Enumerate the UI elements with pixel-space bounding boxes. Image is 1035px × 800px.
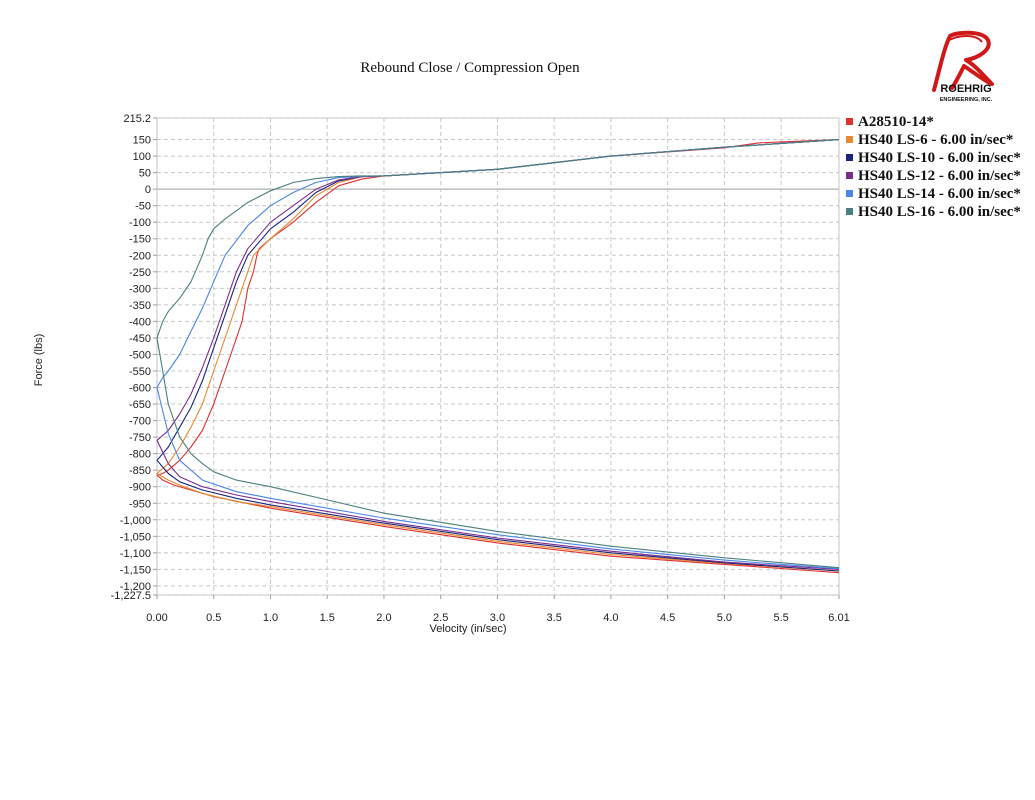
legend-item-3: HS40 LS-10 - 6.00 in/sec* bbox=[846, 149, 1031, 167]
y-tick-label: -100 bbox=[129, 217, 151, 229]
x-tick-label: 3.5 bbox=[547, 612, 562, 624]
legend-label: A28510-14* bbox=[858, 114, 934, 130]
legend-swatch bbox=[846, 190, 853, 197]
axis-labels: 215.2 150 100 50 0 -50 -100 -150 -200 -250 -300 -35… bbox=[33, 113, 850, 635]
legend-swatch bbox=[846, 118, 853, 125]
legend-item-2: HS40 LS-6 - 6.00 in/sec* bbox=[846, 131, 1031, 149]
roehrig-logo: ROEHRIG ENGINEERING, INC. bbox=[932, 30, 994, 103]
y-tick-label: -950 bbox=[129, 498, 151, 510]
legend-item-1: A28510-14* bbox=[846, 113, 1031, 131]
y-tick-label: -900 bbox=[129, 482, 151, 494]
legend-swatch bbox=[846, 154, 853, 161]
y-tick-label: -1,150 bbox=[120, 564, 151, 576]
x-tick-label: 0.00 bbox=[146, 612, 167, 624]
x-tick-label: 4.0 bbox=[603, 612, 618, 624]
legend-label: HS40 LS-12 - 6.00 in/sec* bbox=[858, 168, 1021, 184]
x-axis-label: Velocity (in/sec) bbox=[429, 623, 506, 635]
y-tick-label: -300 bbox=[129, 283, 151, 295]
y-tick-label: 100 bbox=[133, 151, 151, 163]
legend-label: HS40 LS-16 - 6.00 in/sec* bbox=[858, 204, 1021, 220]
y-tick-label: 150 bbox=[133, 135, 151, 147]
logo-sub: ENGINEERING, INC. bbox=[940, 97, 993, 103]
x-tick-label: 2.5 bbox=[433, 612, 448, 624]
y-tick-label: -350 bbox=[129, 300, 151, 312]
y-axis-label: Force (lbs) bbox=[33, 334, 45, 387]
y-tick-label: 215.2 bbox=[123, 113, 151, 125]
axes bbox=[153, 117, 840, 599]
x-tick-label: 3.0 bbox=[490, 612, 505, 624]
legend-swatch bbox=[846, 208, 853, 215]
y-tick-label: 50 bbox=[139, 168, 151, 180]
legend-swatch bbox=[846, 172, 853, 179]
x-tick-label: 0.5 bbox=[206, 612, 221, 624]
y-tick-label: -50 bbox=[135, 201, 151, 213]
grid bbox=[156, 117, 840, 596]
y-tick-label: 0 bbox=[145, 184, 151, 196]
x-tick-label: 5.5 bbox=[773, 612, 788, 624]
y-tick-label: -750 bbox=[129, 432, 151, 444]
x-tick-label: 1.0 bbox=[263, 612, 278, 624]
y-tick-label: -1,227.5 bbox=[111, 590, 151, 602]
chart-title: Rebound Close / Compression Open bbox=[360, 60, 580, 76]
y-tick-label: -400 bbox=[129, 316, 151, 328]
x-tick-label: 1.5 bbox=[320, 612, 335, 624]
x-tick-label: 2.0 bbox=[376, 612, 391, 624]
y-tick-label: -450 bbox=[129, 333, 151, 345]
legend-label: HS40 LS-6 - 6.00 in/sec* bbox=[858, 132, 1014, 148]
y-tick-label: -250 bbox=[129, 267, 151, 279]
y-tick-label: -1,050 bbox=[120, 531, 151, 543]
y-tick-label: -1,100 bbox=[120, 548, 151, 560]
y-tick-label: -500 bbox=[129, 349, 151, 361]
legend-swatch bbox=[846, 136, 853, 143]
y-tick-label: -650 bbox=[129, 399, 151, 411]
y-tick-label: -200 bbox=[129, 250, 151, 262]
y-tick-label: -700 bbox=[129, 416, 151, 428]
series-line-6 bbox=[156, 139, 840, 569]
legend-label: HS40 LS-14 - 6.00 in/sec* bbox=[858, 186, 1021, 202]
y-tick-label: -150 bbox=[129, 234, 151, 246]
y-tick-label: -1,200 bbox=[120, 581, 151, 593]
legend-label: HS40 LS-10 - 6.00 in/sec* bbox=[858, 150, 1021, 166]
legend-item-5: HS40 LS-14 - 6.00 in/sec* bbox=[846, 185, 1031, 203]
logo-brand: ROEHRIG bbox=[940, 83, 991, 95]
y-tick-label: -600 bbox=[129, 383, 151, 395]
legend-item-4: HS40 LS-12 - 6.00 in/sec* bbox=[846, 167, 1031, 185]
legend-item-6: HS40 LS-16 - 6.00 in/sec* bbox=[846, 203, 1031, 221]
x-tick-label: 5.0 bbox=[717, 612, 732, 624]
x-tick-label: 6.01 bbox=[828, 612, 849, 624]
y-tick-label: -550 bbox=[129, 366, 151, 378]
y-tick-label: -1,000 bbox=[120, 515, 151, 527]
series-lines bbox=[156, 139, 840, 574]
x-tick-label: 4.5 bbox=[660, 612, 675, 624]
legend: A28510-14* HS40 LS-6 - 6.00 in/sec* HS40 L… bbox=[846, 113, 1031, 221]
y-tick-label: -850 bbox=[129, 465, 151, 477]
y-tick-label: -800 bbox=[129, 449, 151, 461]
